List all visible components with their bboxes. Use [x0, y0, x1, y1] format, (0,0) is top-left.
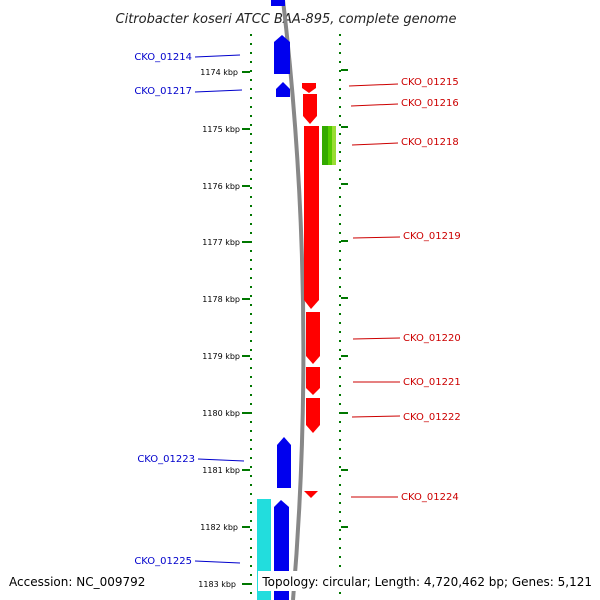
gene-label-CKO_01223[interactable]: CKO_01223	[137, 454, 195, 465]
scale-label: 1178 kbp	[202, 295, 240, 304]
gene-label-CKO_01224[interactable]: CKO_01224	[401, 492, 459, 503]
label-leader	[197, 458, 245, 462]
genome-stats-label: Topology: circular; Length: 4,720,462 bp…	[261, 575, 592, 589]
scale-label: 1175 kbp	[202, 125, 240, 134]
label-leader	[194, 89, 243, 93]
label-leader	[351, 415, 401, 418]
gene-feature[interactable]	[302, 83, 316, 93]
genome-backbone	[281, 0, 306, 600]
gene-label-CKO_01221[interactable]: CKO_01221	[403, 377, 461, 388]
scale-label: 1183 kbp	[198, 580, 236, 589]
label-leader	[350, 103, 399, 107]
label-leader	[194, 560, 241, 564]
forward-strand-features	[257, 0, 291, 600]
gene-feature[interactable]	[271, 0, 285, 6]
right-gene-labels: CKO_01215 CKO_01216 CKO_01218 CKO_01219 …	[348, 77, 461, 503]
gene-label-CKO_01216[interactable]: CKO_01216	[401, 98, 459, 109]
gene-feature-green[interactable]	[322, 126, 328, 165]
footer-right-bg	[258, 571, 596, 591]
gene-label-CKO_01217[interactable]: CKO_01217	[134, 86, 192, 97]
gene-feature[interactable]	[306, 367, 320, 395]
gene-label-CKO_01225[interactable]: CKO_01225	[134, 556, 192, 567]
label-leader	[348, 83, 399, 87]
left-gene-labels: CKO_01214 CKO_01217 CKO_01223 CKO_01225	[134, 52, 245, 567]
scale-label: 1177 kbp	[202, 238, 240, 247]
label-leader	[352, 337, 401, 340]
gene-label-CKO_01214[interactable]: CKO_01214	[134, 52, 192, 63]
gene-feature[interactable]	[304, 491, 318, 498]
accession-label: Accession: NC_009792	[9, 575, 145, 589]
gene-feature[interactable]	[303, 94, 317, 124]
gene-label-CKO_01218[interactable]: CKO_01218	[401, 137, 459, 148]
scale-label: 1179 kbp	[202, 352, 240, 361]
gene-feature[interactable]	[277, 437, 291, 488]
scale-labels: 1174 kbp 1175 kbp 1176 kbp 1177 kbp 1178…	[198, 68, 240, 589]
label-leader	[194, 54, 241, 58]
scale-label: 1182 kbp	[200, 523, 238, 532]
reverse-strand-features	[302, 83, 336, 498]
scale-label: 1180 kbp	[202, 409, 240, 418]
gene-feature[interactable]	[306, 398, 320, 433]
scale-ticks-right	[341, 69, 348, 528]
gene-feature[interactable]	[304, 126, 319, 309]
gene-label-CKO_01220[interactable]: CKO_01220	[403, 333, 461, 344]
gene-label-CKO_01219[interactable]: CKO_01219	[403, 231, 461, 242]
scale-label: 1181 kbp	[202, 466, 240, 475]
scale-ticks	[242, 71, 250, 585]
gene-feature[interactable]	[274, 35, 290, 74]
label-leader	[351, 142, 399, 146]
gene-feature[interactable]	[306, 312, 320, 364]
gene-feature-green[interactable]	[332, 126, 336, 165]
gene-label-CKO_01215[interactable]: CKO_01215	[401, 77, 459, 88]
footer-left-bg	[5, 571, 155, 591]
scale-label: 1176 kbp	[202, 182, 240, 191]
scale-label: 1174 kbp	[200, 68, 238, 77]
label-leader	[352, 236, 401, 239]
gene-feature-green[interactable]	[328, 126, 332, 165]
gene-label-CKO_01222[interactable]: CKO_01222	[403, 412, 461, 423]
gene-feature[interactable]	[276, 82, 290, 97]
